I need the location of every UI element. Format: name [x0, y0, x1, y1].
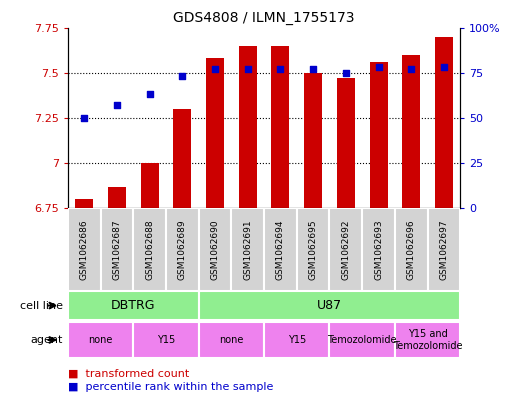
Bar [68, 322, 133, 358]
Text: GSM1062691: GSM1062691 [243, 219, 252, 280]
Text: Temozolomide: Temozolomide [327, 335, 397, 345]
Bar [428, 208, 460, 291]
Text: GSM1062694: GSM1062694 [276, 219, 285, 280]
Bar [329, 322, 395, 358]
Bar [395, 208, 428, 291]
Bar [304, 73, 322, 208]
Text: Y15 and
Temozolomide: Y15 and Temozolomide [393, 329, 462, 351]
Text: Y15: Y15 [288, 335, 306, 345]
Bar [100, 208, 133, 291]
Point [113, 102, 121, 108]
Point [407, 66, 415, 72]
Text: agent: agent [30, 335, 63, 345]
Text: GSM1062697: GSM1062697 [439, 219, 448, 280]
Bar [75, 199, 93, 208]
Text: none: none [219, 335, 244, 345]
Bar [362, 208, 395, 291]
Bar [239, 46, 257, 208]
Text: Y15: Y15 [157, 335, 175, 345]
Bar [206, 58, 224, 208]
Bar [402, 55, 420, 208]
Text: GSM1062693: GSM1062693 [374, 219, 383, 280]
Point [145, 91, 154, 97]
Point [211, 66, 219, 72]
Point [276, 66, 285, 72]
Bar [435, 37, 453, 208]
Text: GSM1062689: GSM1062689 [178, 219, 187, 280]
Bar [271, 46, 289, 208]
Text: ■  percentile rank within the sample: ■ percentile rank within the sample [68, 382, 274, 392]
Bar [329, 208, 362, 291]
Point [342, 70, 350, 76]
Bar [370, 62, 388, 208]
Bar [166, 208, 199, 291]
Bar [395, 322, 460, 358]
Bar [133, 208, 166, 291]
Bar [264, 208, 297, 291]
Text: DBTRG: DBTRG [111, 299, 156, 312]
Text: ■  transformed count: ■ transformed count [68, 368, 189, 378]
Bar [108, 187, 126, 208]
Point [309, 66, 317, 72]
Bar [231, 208, 264, 291]
Point [178, 73, 187, 79]
Point [244, 66, 252, 72]
Point [374, 64, 383, 70]
Text: GSM1062692: GSM1062692 [342, 219, 350, 280]
Text: none: none [88, 335, 113, 345]
Point [440, 64, 448, 70]
Point [80, 115, 88, 121]
Bar [199, 208, 231, 291]
Text: U87: U87 [317, 299, 342, 312]
Bar [68, 208, 100, 291]
Text: GSM1062696: GSM1062696 [407, 219, 416, 280]
Text: GSM1062687: GSM1062687 [112, 219, 121, 280]
Bar [264, 322, 329, 358]
Title: GDS4808 / ILMN_1755173: GDS4808 / ILMN_1755173 [173, 11, 355, 25]
Bar [337, 78, 355, 208]
Text: cell line: cell line [20, 301, 63, 310]
Text: GSM1062690: GSM1062690 [211, 219, 220, 280]
Text: GSM1062695: GSM1062695 [309, 219, 317, 280]
Bar [199, 322, 264, 358]
Bar [68, 291, 199, 320]
Bar [199, 291, 460, 320]
Bar [133, 322, 199, 358]
Text: GSM1062686: GSM1062686 [80, 219, 89, 280]
Text: GSM1062688: GSM1062688 [145, 219, 154, 280]
Bar [174, 109, 191, 208]
Bar [297, 208, 329, 291]
Bar [141, 163, 158, 208]
